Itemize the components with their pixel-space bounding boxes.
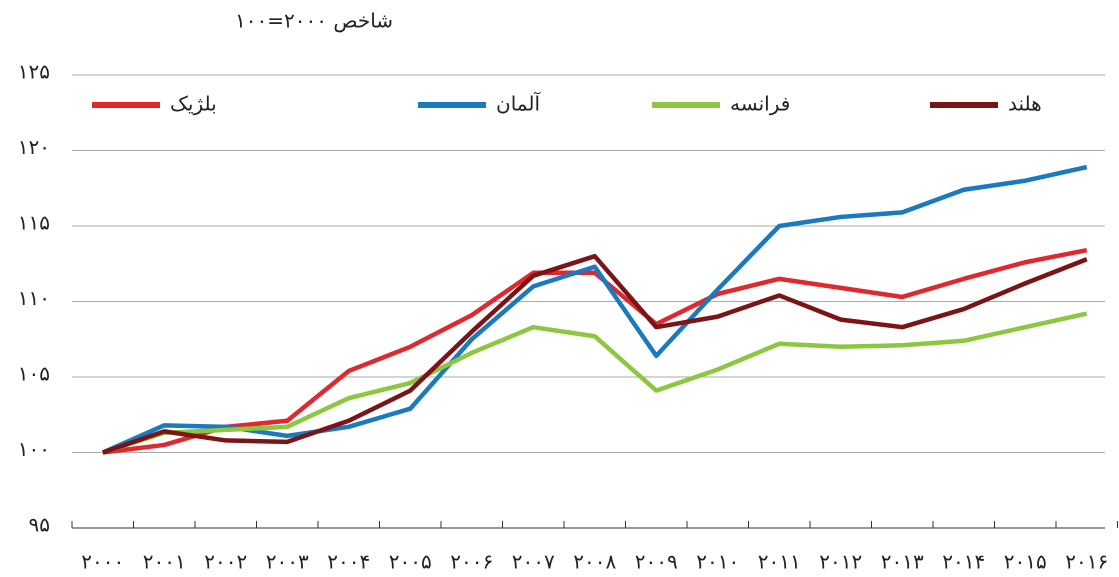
legend-label: فرانسه (730, 92, 790, 116)
x-tick-label: ۲۰۰۳ (266, 550, 309, 574)
x-tick-label: ۲۰۰۴ (327, 550, 370, 574)
x-tick-label: ۲۰۰۹ (635, 550, 678, 574)
line-series (101, 164, 1088, 455)
x-tick-label: ۲۰۰۵ (389, 550, 432, 574)
x-tick-label: ۲۰۰۶ (450, 550, 493, 574)
x-tick-label: ۲۰۱۳ (881, 550, 924, 574)
x-tick-label: ۲۰۱۴ (942, 550, 985, 574)
x-tick-label: ۲۰۱۲ (819, 550, 862, 574)
line-series (102, 253, 1088, 455)
y-tick-label: ۱۰۵ (18, 362, 50, 386)
x-tick-label: ۲۰۰۷ (512, 550, 555, 574)
line-series (102, 311, 1088, 455)
y-tick-label: ۹۵ (29, 513, 50, 537)
x-tick-label: ۲۰۱۶ (1065, 550, 1108, 574)
x-tick-label: ۲۰۰۰ (81, 550, 124, 574)
y-axis-label: شاخص ۲۰۰۰=۱۰۰ (235, 9, 393, 33)
x-tick-label: ۲۰۰۸ (573, 550, 616, 574)
x-tick-label: ۲۰۱۰ (696, 550, 739, 574)
y-tick-label: ۱۱۰ (18, 286, 50, 310)
y-tick-label: ۱۲۰ (18, 135, 50, 159)
y-tick-label: ۱۰۰ (18, 437, 50, 461)
y-tick-label: ۱۲۵ (18, 60, 50, 84)
x-tick-label: ۲۰۰۲ (204, 550, 247, 574)
x-tick-label: ۲۰۱۱ (758, 550, 801, 574)
legend-label: هلند (1008, 92, 1042, 116)
x-tick-label: ۲۰۰۱ (143, 550, 186, 574)
legend-label: بلژیک (170, 92, 217, 116)
y-tick-label: ۱۱۵ (18, 211, 50, 235)
x-tick-label: ۲۰۱۵ (1004, 550, 1047, 574)
line-series (102, 247, 1088, 455)
legend-label: آلمان (496, 91, 541, 116)
